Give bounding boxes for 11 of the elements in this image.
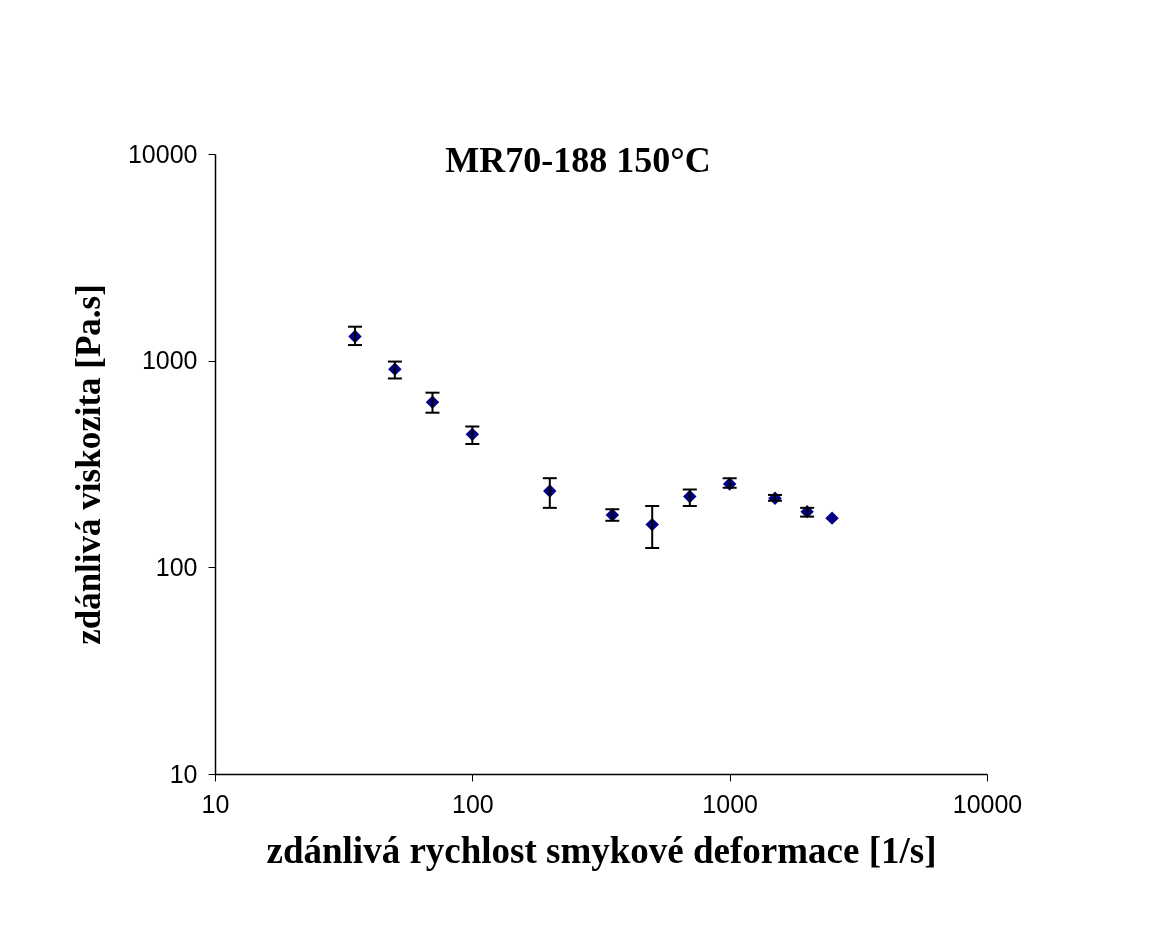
y-tick-label: 10	[169, 759, 198, 788]
x-tick-label: 1000	[702, 789, 758, 818]
y-tick-label: 100	[155, 552, 198, 581]
y-axis-title: zdánlivá viskozita [Pa.s]	[68, 284, 108, 645]
x-tick-label: 10000	[952, 789, 1023, 818]
chart-title: MR70-188 150°C	[445, 140, 711, 180]
x-tick-label: 100	[451, 789, 494, 818]
y-tick-label: 10000	[127, 139, 198, 168]
x-tick-label: 10	[201, 789, 230, 818]
y-tick-label: 1000	[141, 346, 198, 375]
x-axis-title: zdánlivá rychlost smykové deformace [1/s]	[266, 829, 937, 871]
